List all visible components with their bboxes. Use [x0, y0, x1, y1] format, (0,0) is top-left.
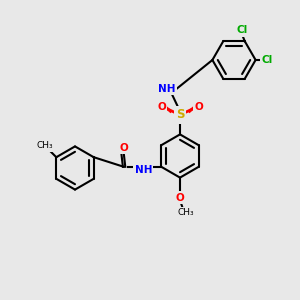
Text: NH: NH — [134, 165, 152, 176]
Text: O: O — [194, 101, 203, 112]
Text: O: O — [119, 142, 128, 153]
Text: CH₃: CH₃ — [177, 208, 194, 217]
Text: O: O — [176, 193, 184, 203]
Text: O: O — [157, 101, 166, 112]
Text: S: S — [176, 108, 184, 122]
Text: NH: NH — [158, 84, 176, 94]
Text: Cl: Cl — [236, 25, 248, 35]
Text: Cl: Cl — [261, 55, 272, 65]
Text: CH₃: CH₃ — [37, 141, 53, 150]
